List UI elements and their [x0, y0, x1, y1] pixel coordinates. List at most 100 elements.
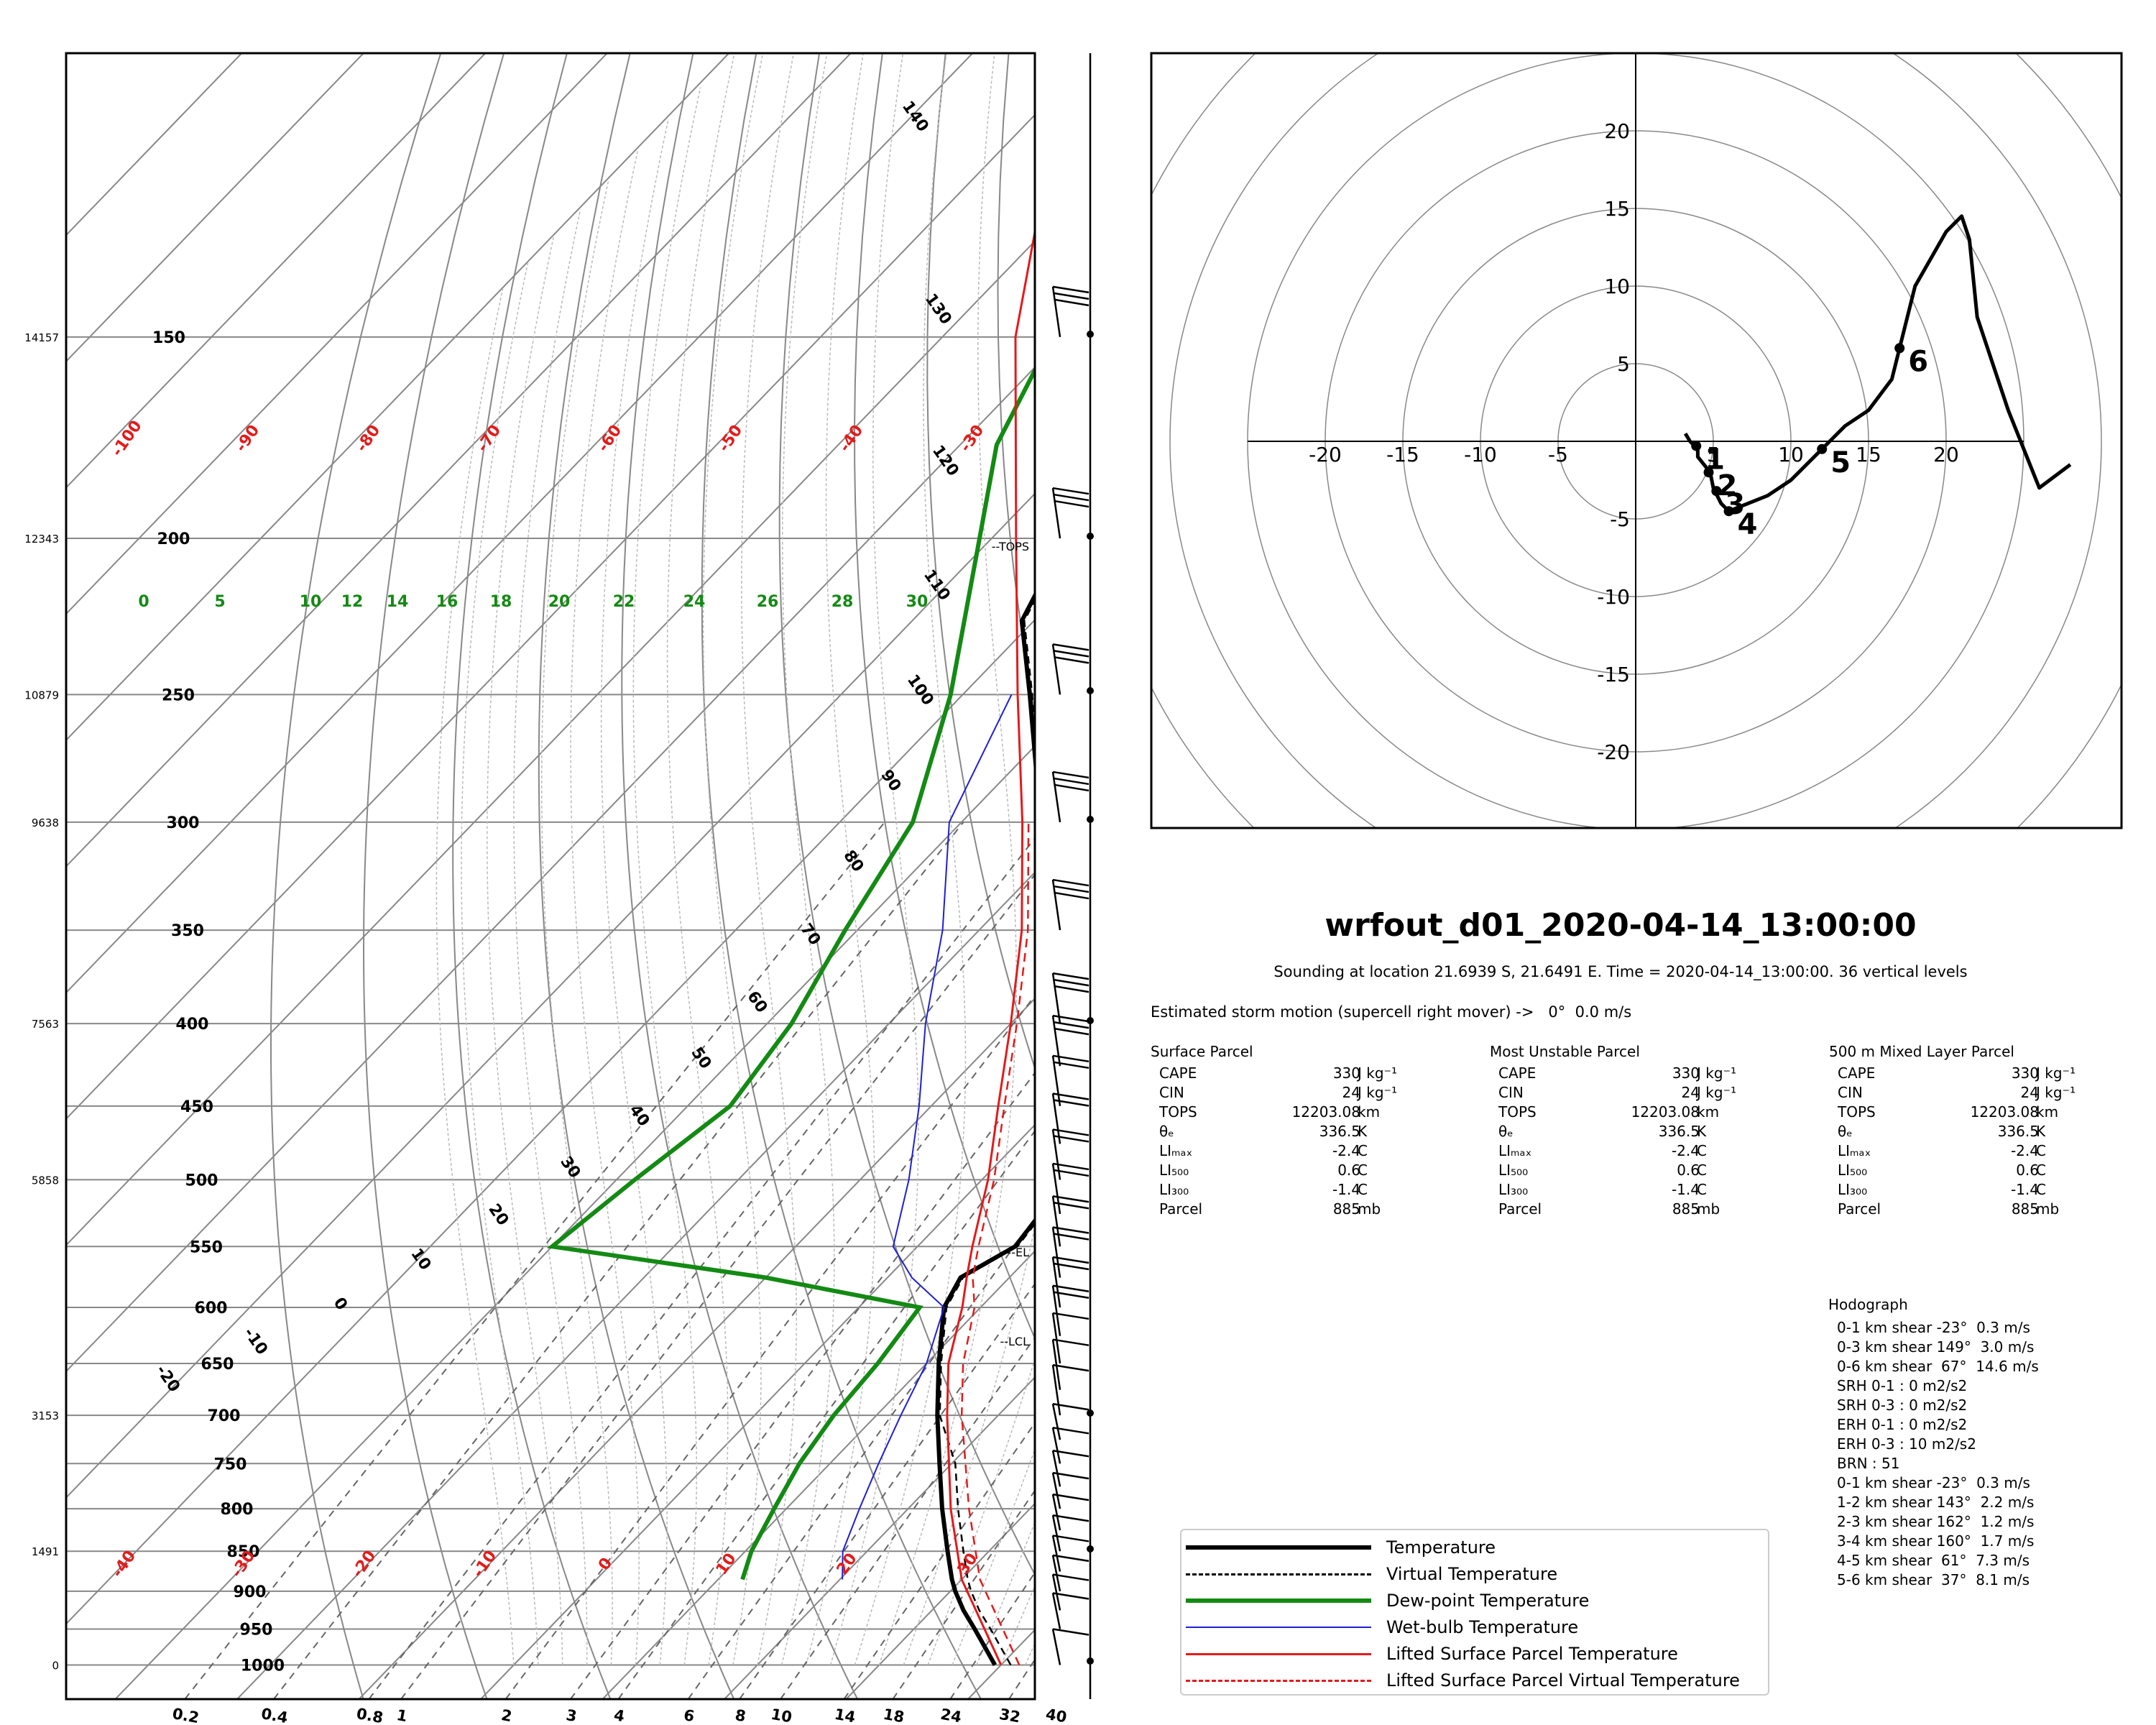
dry-adiabat: [452, 53, 612, 1699]
dry-adiabat-label: 100: [903, 671, 937, 709]
moist-adiabat: [666, 53, 735, 1665]
mixing-ratio-line: [843, 1422, 1035, 1699]
parcel-label: TOPS: [1838, 1103, 1876, 1121]
wet-bulb-label: 20: [548, 593, 571, 611]
parcel-unit: C: [1358, 1162, 1368, 1179]
wet-bulb-label: 18: [490, 593, 512, 611]
parcel-label: Parcel: [1838, 1200, 1881, 1218]
pressure-tick-label: 500: [185, 1172, 218, 1190]
barb-flag: [1054, 891, 1089, 900]
mixing-ratio-line: [273, 822, 964, 1699]
wind-axis-dot: [1087, 1657, 1094, 1665]
level-label: --EL: [1007, 1246, 1029, 1259]
dry-adiabat-label: 10: [407, 1246, 434, 1274]
parcel-unit: J kg⁻¹: [1358, 1084, 1398, 1101]
hodograph-stats-title: Hodograph: [1828, 1296, 1908, 1313]
barb-shaft: [1051, 879, 1061, 931]
barb-flag: [1052, 285, 1089, 294]
moist-adiabat: [570, 150, 640, 1665]
barb-shaft: [1051, 1093, 1061, 1144]
parcel-title: 500 m Mixed Layer Parcel: [1829, 1043, 2014, 1060]
moist-adiabat: [829, 53, 919, 1665]
parcel-label: CAPE: [1159, 1064, 1197, 1082]
wind-barb: [1051, 1535, 1089, 1572]
pressure-tick-label: 950: [240, 1622, 273, 1639]
isotherm: [66, 53, 243, 236]
dry-adiabat: [1387, 53, 2156, 1699]
legend-swatch: [1186, 1627, 1371, 1628]
legend-label: Virtual Temperature: [1386, 1564, 1558, 1584]
mixing-ratio-line: [617, 1129, 1035, 1699]
dry-adiabat: [997, 53, 1035, 717]
height-tick-label: 0: [52, 1659, 59, 1672]
parcel-label: LIₘₐₓ: [1159, 1142, 1193, 1159]
pressure-tick-label: 350: [171, 922, 204, 940]
barb-flag: [1052, 1338, 1089, 1346]
barb-flag: [1053, 493, 1089, 502]
parcel-label: LI₃₀₀: [1498, 1181, 1529, 1198]
wind-barb: [1051, 1363, 1089, 1416]
moist-adiabat: [1000, 1584, 1035, 1665]
dry-adiabat: [538, 53, 735, 1699]
moist-adiabat: [540, 180, 613, 1665]
wind-barb: [1051, 487, 1089, 539]
barb-flag: [1052, 1226, 1089, 1234]
parcel-value: 0.6: [2016, 1162, 2039, 1179]
wind-axis-dot: [1087, 331, 1094, 338]
wet-bulb-label: 5: [214, 593, 225, 611]
dry-adiabat: [1067, 53, 1598, 1699]
wind-barb: [1051, 1092, 1089, 1144]
parcel-row: LI₅₀₀ 0.6 C: [1490, 1161, 1792, 1180]
parcel-value: 24: [1342, 1084, 1360, 1101]
barb-flag: [1054, 1027, 1089, 1036]
parcel-label: LIₘₐₓ: [1838, 1142, 1871, 1159]
moist-adiabat: [1099, 53, 1745, 1665]
barb-flag: [1052, 1256, 1089, 1264]
barb-shaft: [1051, 1055, 1061, 1106]
parcel-label: CIN: [1838, 1084, 1863, 1101]
pressure-tick-label: 250: [162, 686, 195, 704]
parcel-row: LIₘₐₓ -2.4 C: [1490, 1141, 1792, 1161]
mixing-ratio-label: 2: [500, 1706, 514, 1725]
barb-shaft: [1051, 1285, 1061, 1336]
hodograph-stat-line: 0-3 km shear 149° 3.0 m/s: [1837, 1338, 2035, 1356]
isotherm: [66, 53, 730, 742]
barb-flag: [1052, 1535, 1089, 1542]
parcel-value: 885: [1332, 1200, 1360, 1218]
barb-flag: [1054, 656, 1089, 664]
moist-adiabat: [805, 53, 876, 1665]
parcel-label: LI₅₀₀: [1838, 1162, 1868, 1179]
pressure-tick-label: 450: [180, 1098, 213, 1116]
level-label: --LCL: [1000, 1335, 1029, 1348]
hodograph-stat-line: 3-4 km shear 160° 1.7 m/s: [1837, 1532, 2035, 1550]
barb-flag: [1052, 643, 1089, 651]
parcel-row: LIₘₐₓ -2.4 C: [1829, 1141, 2131, 1161]
parcel-unit: C: [1697, 1162, 1707, 1179]
parcel-label: Parcel: [1159, 1200, 1203, 1218]
pressure-tick-label: 200: [157, 530, 190, 548]
parcel-value: 885: [2011, 1200, 2039, 1218]
wet-bulb-label: 14: [387, 593, 409, 611]
wind-barb: [1051, 1573, 1089, 1611]
wind-barb: [1051, 643, 1089, 695]
mixing-ratio-label: 10: [770, 1706, 793, 1725]
pressure-tick-label: 700: [208, 1407, 241, 1425]
parcel-row: CAPE 330 J kg⁻¹: [1490, 1064, 1792, 1083]
parcel-value: 12203.08: [1970, 1103, 2039, 1121]
moist-adiabat: [513, 209, 588, 1665]
parcel-row: TOPS 12203.08 km: [1490, 1103, 1792, 1122]
wind-barb: [1051, 1471, 1089, 1509]
barb-flag: [1052, 878, 1089, 887]
parcel-unit: C: [1358, 1181, 1368, 1198]
parcel-value: 24: [1681, 1084, 1700, 1101]
isotherm-label: -70: [474, 422, 505, 456]
dry-adiabat: [1133, 53, 1723, 1699]
isotherm-label: 20: [834, 1550, 861, 1578]
pressure-tick-label: 550: [190, 1238, 223, 1256]
barb-shaft: [1051, 1494, 1061, 1531]
dry-adiabat: [1198, 53, 1846, 1699]
legend-label: Wet-bulb Temperature: [1386, 1617, 1579, 1637]
parcel-value: 336.5: [1997, 1123, 2039, 1140]
pressure-tick-label: 800: [221, 1501, 254, 1519]
isotherm: [236, 871, 1035, 1699]
